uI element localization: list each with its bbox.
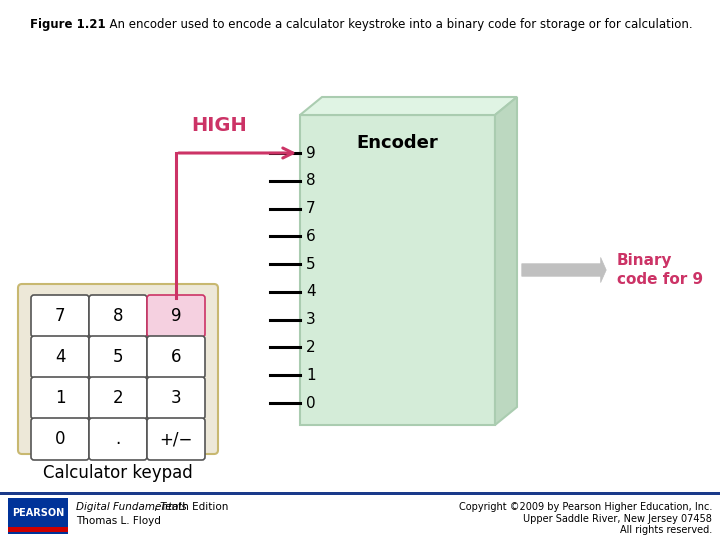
Bar bbox=[0, 492, 720, 495]
Text: 1: 1 bbox=[306, 368, 315, 383]
FancyBboxPatch shape bbox=[31, 418, 89, 460]
Text: An encoder used to encode a calculator keystroke into a binary code for storage : An encoder used to encode a calculator k… bbox=[102, 18, 693, 31]
Text: 8: 8 bbox=[113, 307, 123, 325]
Text: Encoder: Encoder bbox=[356, 134, 438, 152]
FancyBboxPatch shape bbox=[31, 377, 89, 419]
FancyBboxPatch shape bbox=[147, 336, 205, 378]
FancyBboxPatch shape bbox=[147, 377, 205, 419]
Text: 2: 2 bbox=[306, 340, 315, 355]
Text: Thomas L. Floyd: Thomas L. Floyd bbox=[76, 516, 161, 526]
Bar bbox=[8, 498, 68, 534]
FancyBboxPatch shape bbox=[89, 336, 147, 378]
Text: 9: 9 bbox=[171, 307, 181, 325]
FancyBboxPatch shape bbox=[147, 418, 205, 460]
Text: 4: 4 bbox=[55, 348, 66, 366]
FancyBboxPatch shape bbox=[89, 377, 147, 419]
Polygon shape bbox=[495, 97, 517, 425]
Text: 7: 7 bbox=[55, 307, 66, 325]
Text: PEARSON: PEARSON bbox=[12, 508, 64, 518]
FancyBboxPatch shape bbox=[89, 418, 147, 460]
Text: 3: 3 bbox=[171, 389, 181, 407]
FancyBboxPatch shape bbox=[31, 295, 89, 337]
Text: , Tenth Edition: , Tenth Edition bbox=[154, 502, 228, 512]
Text: 8: 8 bbox=[306, 173, 315, 188]
FancyBboxPatch shape bbox=[18, 284, 218, 454]
Bar bbox=[8, 527, 68, 532]
Text: 0: 0 bbox=[306, 395, 315, 410]
Text: Calculator keypad: Calculator keypad bbox=[43, 464, 193, 482]
Text: +/−: +/− bbox=[159, 430, 193, 448]
Text: 5: 5 bbox=[306, 256, 315, 272]
Text: 3: 3 bbox=[306, 312, 316, 327]
Text: 9: 9 bbox=[306, 145, 316, 160]
Text: Binary
code for 9: Binary code for 9 bbox=[617, 253, 703, 287]
Text: 6: 6 bbox=[171, 348, 181, 366]
Text: Copyright ©2009 by Pearson Higher Education, Inc.
Upper Saddle River, New Jersey: Copyright ©2009 by Pearson Higher Educat… bbox=[459, 502, 712, 535]
FancyBboxPatch shape bbox=[89, 295, 147, 337]
Text: .: . bbox=[115, 430, 121, 448]
Text: Digital Fundamentals: Digital Fundamentals bbox=[76, 502, 186, 512]
Text: 6: 6 bbox=[306, 229, 316, 244]
FancyBboxPatch shape bbox=[147, 295, 205, 337]
Text: 1: 1 bbox=[55, 389, 66, 407]
Text: Figure 1.21: Figure 1.21 bbox=[30, 18, 106, 31]
FancyBboxPatch shape bbox=[31, 336, 89, 378]
Text: 5: 5 bbox=[113, 348, 123, 366]
Polygon shape bbox=[300, 97, 517, 115]
Text: HIGH: HIGH bbox=[192, 116, 247, 135]
Text: 0: 0 bbox=[55, 430, 66, 448]
Text: 2: 2 bbox=[113, 389, 123, 407]
Text: 7: 7 bbox=[306, 201, 315, 216]
Text: 4: 4 bbox=[306, 285, 315, 299]
Bar bbox=[300, 115, 495, 425]
